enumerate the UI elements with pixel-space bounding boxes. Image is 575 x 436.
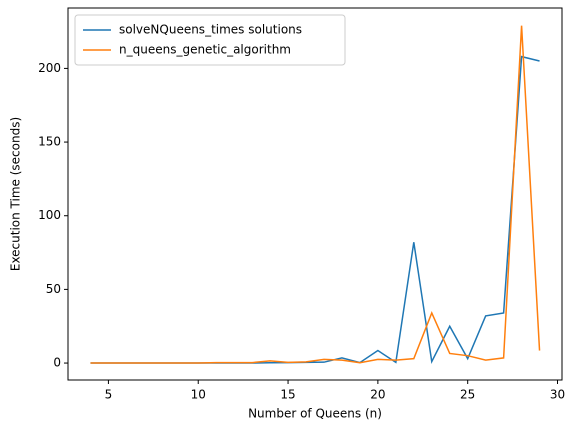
x-tick-label: 30 — [550, 388, 565, 402]
y-tick-label: 200 — [38, 61, 61, 75]
x-tick-label: 20 — [370, 388, 385, 402]
x-tick-label: 15 — [280, 388, 295, 402]
y-axis-label: Execution Time (seconds) — [9, 117, 23, 271]
legend-label: n_queens_genetic_algorithm — [119, 43, 291, 57]
y-tick-label: 100 — [38, 208, 61, 222]
x-tick-label: 25 — [460, 388, 475, 402]
legend-box — [74, 14, 346, 66]
line-series — [90, 25, 541, 364]
y-tick-label: 50 — [46, 282, 61, 296]
x-axis-label: Number of Queens (n) — [248, 407, 382, 421]
y-tick-label: 0 — [53, 356, 61, 370]
x-tick-label: 10 — [191, 388, 206, 402]
legend-label: solveNQueens_times solutions — [119, 23, 302, 37]
axes-frame — [67, 7, 563, 381]
x-tick-label: 5 — [105, 388, 113, 402]
y-tick-label: 150 — [38, 135, 61, 149]
